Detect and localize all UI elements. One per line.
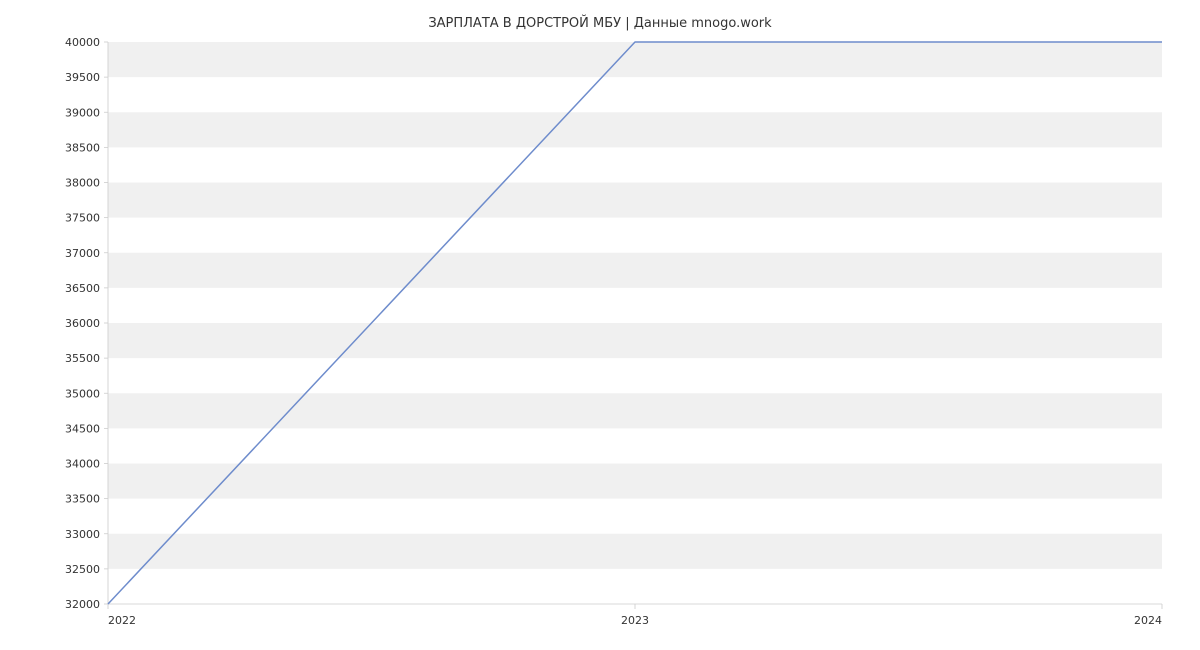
salary-chart: ЗАРПЛАТА В ДОРСТРОЙ МБУ | Данные mnogo.w… (0, 0, 1200, 650)
x-tick-label: 2023 (621, 614, 649, 627)
x-tick-label: 2022 (108, 614, 136, 627)
chart-title: ЗАРПЛАТА В ДОРСТРОЙ МБУ | Данные mnogo.w… (0, 16, 1200, 31)
y-tick-label: 37000 (65, 247, 100, 260)
y-tick-label: 34500 (65, 422, 100, 435)
x-axis: 2022 2023 2024 (108, 604, 1162, 627)
chart-plot-area: 32000 32500 33000 33500 34000 34500 35000 35500… (0, 0, 1200, 650)
y-axis: 32000 32500 33000 33500 34000 34500 35000 35500… (65, 36, 108, 611)
y-tick-label: 33000 (65, 528, 100, 541)
y-tick-label: 37500 (65, 212, 100, 225)
x-tick-label: 2024 (1134, 614, 1162, 627)
y-tick-label: 38000 (65, 177, 100, 190)
y-tick-label: 40000 (65, 36, 100, 49)
y-tick-label: 34000 (65, 458, 100, 471)
y-tick-label: 35000 (65, 387, 100, 400)
y-tick-label: 32000 (65, 598, 100, 611)
y-tick-label: 36000 (65, 317, 100, 330)
y-tick-label: 33500 (65, 493, 100, 506)
y-tick-label: 39500 (65, 71, 100, 84)
y-tick-label: 38500 (65, 141, 100, 154)
y-tick-label: 35500 (65, 352, 100, 365)
y-tick-label: 36500 (65, 282, 100, 295)
y-tick-label: 39000 (65, 106, 100, 119)
y-tick-label: 32500 (65, 563, 100, 576)
